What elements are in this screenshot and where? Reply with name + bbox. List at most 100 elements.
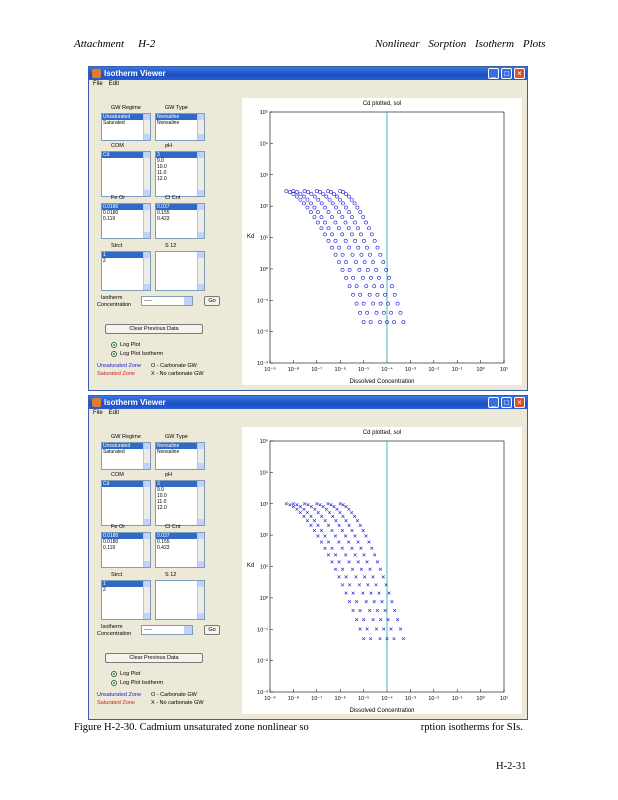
list6-listbox[interactable]: 0.037 0.155 0.423 [155, 203, 205, 239]
list-item[interactable]: Saturated [103, 449, 125, 455]
list-item[interactable]: 3 [156, 481, 204, 487]
menu-file[interactable]: File [93, 410, 103, 416]
scroll-up-arrow-icon[interactable] [144, 114, 150, 120]
list-item[interactable]: Nonsaline [157, 449, 180, 455]
minimize-button[interactable]: _ [488, 68, 499, 79]
go-button[interactable]: Go [204, 625, 220, 635]
list-item[interactable]: 0.0180 [103, 539, 119, 545]
scroll-down-arrow-icon[interactable] [198, 190, 204, 196]
scroll-up-arrow-icon[interactable] [144, 581, 150, 587]
scroll-down-arrow-icon[interactable] [144, 284, 150, 290]
scroll-up-arrow-icon[interactable] [198, 114, 204, 120]
list-item[interactable]: 0.155 [157, 210, 170, 216]
gw_regime-listbox[interactable]: Unsaturated Saturated [101, 442, 151, 470]
list5-listbox[interactable]: 0.0180 0.0180 0.119 [101, 532, 151, 568]
scroll-down-arrow-icon[interactable] [198, 284, 204, 290]
scrollbar[interactable] [143, 581, 150, 619]
list3-listbox[interactable]: Cd [101, 480, 151, 526]
scroll-up-arrow-icon[interactable] [144, 204, 150, 210]
scrollbar[interactable] [197, 252, 204, 290]
list-item[interactable]: 9.0 [157, 487, 164, 493]
scroll-down-arrow-icon[interactable] [198, 232, 204, 238]
list-item[interactable]: 10.0 [157, 493, 167, 499]
list-item[interactable]: 10.0 [157, 164, 167, 170]
list-item[interactable]: 1 [102, 581, 150, 587]
scrollbar[interactable] [143, 443, 150, 469]
list-item[interactable]: Cd [102, 481, 150, 487]
log-plot-radio[interactable] [111, 671, 117, 677]
list-item[interactable]: 9.0 [157, 158, 164, 164]
list-item[interactable]: 0.0180 [102, 204, 150, 210]
list-item[interactable]: Saturated [103, 120, 125, 126]
list-item[interactable]: Nonsaline [156, 443, 204, 449]
scrollbar[interactable] [197, 204, 204, 238]
list4-listbox[interactable]: 3 9.0 10.0 11.0 12.0 [155, 151, 205, 197]
scrollbar[interactable] [197, 443, 204, 469]
scroll-up-arrow-icon[interactable] [144, 152, 150, 158]
list8-listbox[interactable] [155, 251, 205, 291]
scrollbar[interactable] [143, 152, 150, 196]
scroll-down-arrow-icon[interactable] [144, 134, 150, 140]
list-item[interactable]: 2 [103, 587, 106, 593]
scroll-up-arrow-icon[interactable] [144, 252, 150, 258]
list3-listbox[interactable]: Cd [101, 151, 151, 197]
menu-file[interactable]: File [93, 81, 103, 87]
list-item[interactable]: 12.0 [157, 505, 167, 511]
close-button[interactable]: × [514, 397, 525, 408]
list-item[interactable]: 0.119 [103, 545, 116, 551]
scroll-up-arrow-icon[interactable] [198, 443, 204, 449]
list-item[interactable]: Nonsaline [157, 120, 180, 126]
list-item[interactable]: 1 [102, 252, 150, 258]
maximize-button[interactable]: □ [501, 68, 512, 79]
scroll-down-arrow-icon[interactable] [144, 561, 150, 567]
scrollbar[interactable] [197, 152, 204, 196]
list-item[interactable]: Unsaturated [102, 443, 150, 449]
list-item[interactable]: Nonsaline [156, 114, 204, 120]
list-item[interactable]: 0.037 [156, 533, 204, 539]
scroll-down-arrow-icon[interactable] [144, 613, 150, 619]
gw_type-listbox[interactable]: Nonsaline Nonsaline [155, 113, 205, 141]
scrollbar[interactable] [197, 581, 204, 619]
list-item[interactable]: 12.0 [157, 176, 167, 182]
list-item[interactable]: 0.0180 [102, 533, 150, 539]
scroll-down-arrow-icon[interactable] [144, 463, 150, 469]
scroll-up-arrow-icon[interactable] [144, 481, 150, 487]
list-item[interactable]: 0.0180 [103, 210, 119, 216]
list-item[interactable]: Unsaturated [102, 114, 150, 120]
chevron-down-icon[interactable] [184, 626, 192, 634]
list-item[interactable]: 2 [103, 258, 106, 264]
scroll-down-arrow-icon[interactable] [144, 190, 150, 196]
maximize-button[interactable]: □ [501, 397, 512, 408]
scrollbar[interactable] [143, 481, 150, 525]
scroll-down-arrow-icon[interactable] [198, 519, 204, 525]
gw_type-listbox[interactable]: Nonsaline Nonsaline [155, 442, 205, 470]
list-item[interactable]: Cd [102, 152, 150, 158]
concentration-select[interactable]: ----- [141, 625, 193, 635]
log-plot-isotherm-radio[interactable] [111, 680, 117, 686]
scrollbar[interactable] [143, 204, 150, 238]
menu-edit[interactable]: Edit [108, 81, 120, 87]
chevron-down-icon[interactable] [184, 297, 192, 305]
list-item[interactable]: 0.155 [157, 539, 170, 545]
scrollbar[interactable] [197, 481, 204, 525]
scrollbar[interactable] [143, 533, 150, 567]
clear-previous-data-button[interactable]: Clear Previous Data [105, 324, 203, 334]
scroll-down-arrow-icon[interactable] [144, 232, 150, 238]
list-item[interactable]: 0.119 [103, 216, 116, 222]
gw_regime-listbox[interactable]: Unsaturated Saturated [101, 113, 151, 141]
scroll-down-arrow-icon[interactable] [198, 463, 204, 469]
scroll-down-arrow-icon[interactable] [198, 561, 204, 567]
list-item[interactable]: 0.037 [156, 204, 204, 210]
scroll-up-arrow-icon[interactable] [144, 443, 150, 449]
minimize-button[interactable]: _ [488, 397, 499, 408]
list-item[interactable]: 0.423 [157, 216, 170, 222]
list-item[interactable]: 11.0 [157, 499, 167, 505]
log-plot-radio[interactable] [111, 342, 117, 348]
scrollbar[interactable] [143, 114, 150, 140]
list-item[interactable]: 11.0 [157, 170, 167, 176]
scroll-up-arrow-icon[interactable] [144, 533, 150, 539]
list-item[interactable]: 0.423 [157, 545, 170, 551]
scrollbar[interactable] [143, 252, 150, 290]
